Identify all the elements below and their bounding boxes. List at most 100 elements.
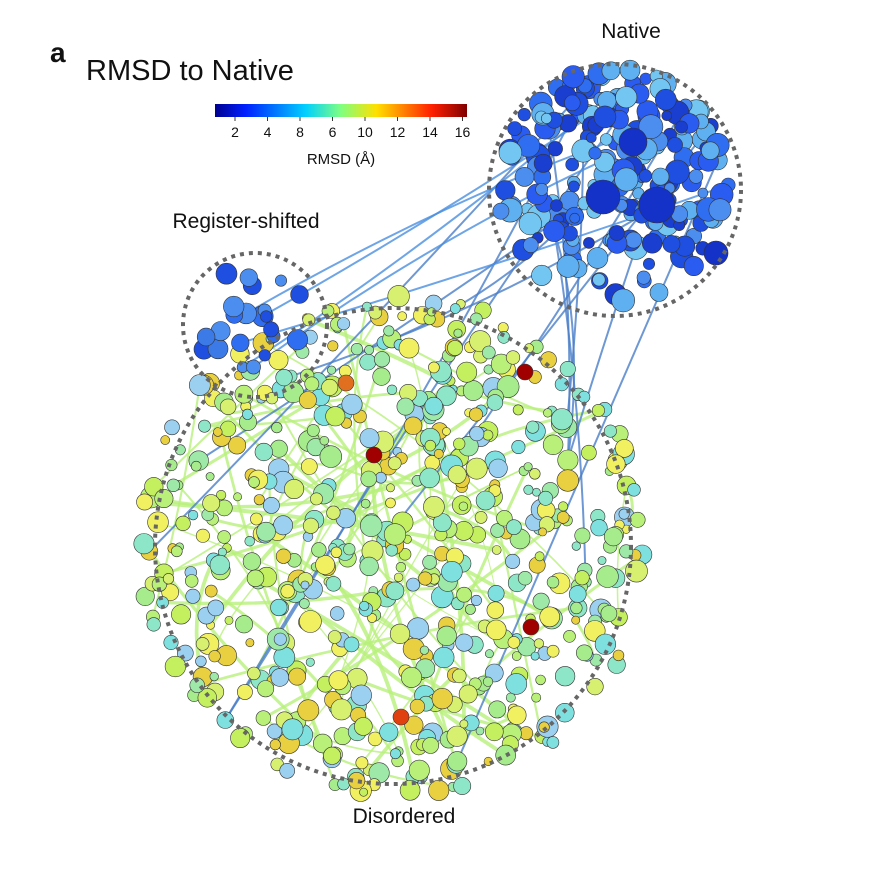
- node: [196, 327, 216, 347]
- node: [246, 359, 261, 375]
- node: [523, 462, 533, 472]
- node: [360, 470, 377, 488]
- node: [258, 349, 271, 362]
- node: [546, 644, 560, 658]
- node: [323, 746, 342, 765]
- node: [488, 700, 507, 719]
- node: [535, 182, 549, 196]
- node: [550, 199, 563, 212]
- node: [594, 633, 617, 655]
- colorbar-tick-label: 4: [264, 124, 272, 140]
- node: [601, 61, 621, 81]
- node: [269, 439, 288, 458]
- node: [359, 353, 377, 371]
- node: [306, 438, 325, 457]
- node: [360, 514, 383, 537]
- node: [563, 629, 576, 643]
- node: [310, 492, 323, 506]
- node: [456, 586, 472, 603]
- colorbar: [215, 104, 467, 117]
- cluster-outline: [487, 62, 743, 318]
- node: [593, 105, 617, 129]
- node: [458, 501, 469, 511]
- node: [275, 548, 292, 564]
- node: [523, 484, 534, 495]
- node: [327, 340, 339, 352]
- node: [270, 598, 288, 617]
- node: [239, 268, 258, 287]
- node: [330, 698, 353, 721]
- node: [474, 511, 488, 524]
- node: [273, 632, 287, 646]
- edge: [150, 486, 391, 509]
- node: [250, 512, 263, 526]
- edge: [323, 563, 416, 777]
- node: [185, 588, 201, 604]
- node: [486, 394, 504, 411]
- node: [195, 655, 207, 667]
- node: [511, 651, 522, 661]
- node: [543, 220, 566, 242]
- node: [469, 330, 492, 353]
- node: [207, 599, 224, 617]
- node: [337, 317, 351, 331]
- node: [638, 186, 676, 224]
- node: [389, 623, 411, 645]
- node: [220, 420, 237, 437]
- node: [453, 777, 472, 795]
- node: [531, 264, 553, 286]
- node: [246, 569, 265, 587]
- node: [288, 667, 307, 686]
- node: [392, 708, 410, 726]
- node: [642, 257, 655, 270]
- node: [397, 311, 408, 322]
- node: [284, 478, 305, 499]
- node: [248, 476, 260, 488]
- node: [588, 146, 602, 160]
- node: [408, 759, 430, 781]
- node: [564, 94, 581, 112]
- node: [456, 361, 478, 383]
- node: [534, 551, 545, 562]
- node: [492, 202, 510, 220]
- node: [133, 533, 155, 555]
- node: [464, 604, 476, 615]
- node: [299, 598, 310, 609]
- node: [326, 505, 341, 520]
- node: [400, 666, 422, 688]
- node: [315, 555, 336, 575]
- cluster-outline: [153, 306, 633, 786]
- node: [507, 121, 523, 137]
- node: [625, 231, 643, 249]
- colorbar-tick-label: 10: [357, 124, 373, 140]
- node: [298, 391, 317, 410]
- node: [522, 618, 540, 636]
- node: [465, 457, 488, 480]
- node: [327, 630, 342, 644]
- node: [406, 577, 420, 592]
- node: [304, 376, 320, 392]
- node: [452, 668, 467, 684]
- node: [559, 114, 578, 133]
- node: [297, 699, 320, 722]
- node: [581, 444, 597, 461]
- node: [538, 490, 553, 506]
- node: [337, 374, 355, 392]
- node: [204, 584, 218, 598]
- node: [516, 363, 534, 381]
- node: [419, 645, 430, 655]
- node: [662, 235, 681, 253]
- edge: [290, 214, 643, 378]
- node: [571, 541, 581, 551]
- node: [164, 655, 186, 678]
- node: [255, 710, 272, 726]
- node: [507, 705, 527, 725]
- node: [518, 212, 542, 236]
- node: [556, 254, 580, 278]
- node: [254, 442, 273, 462]
- node: [447, 340, 463, 356]
- node: [482, 429, 494, 441]
- node: [574, 570, 590, 586]
- node: [343, 636, 360, 653]
- node: [263, 321, 279, 338]
